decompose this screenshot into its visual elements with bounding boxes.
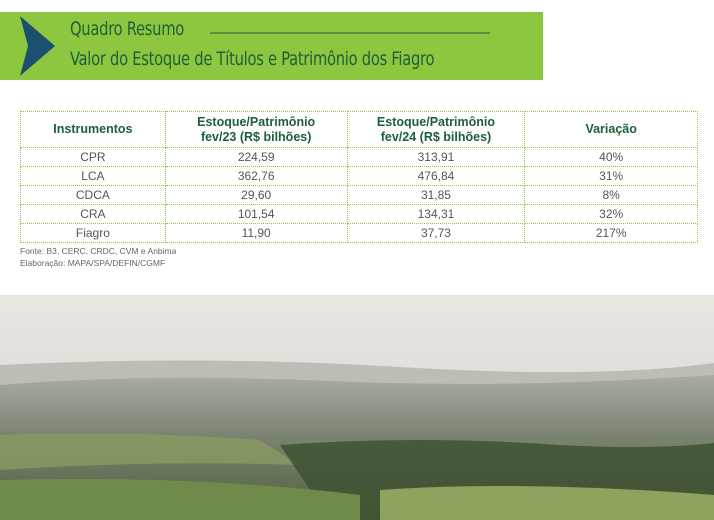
banner: Quadro Resumo Valor do Estoque de Título… bbox=[0, 12, 543, 80]
value-cell: 8% bbox=[524, 185, 698, 205]
instrument-cell: CDCA bbox=[20, 185, 166, 205]
header-line: Estoque/Patrimônio bbox=[376, 114, 495, 129]
column-header: Instrumentos bbox=[20, 111, 166, 148]
value-cell: 134,31 bbox=[346, 204, 526, 224]
value-cell: 224,59 bbox=[164, 147, 348, 167]
column-header: Estoque/Patrimônio fev/23 (R$ bilhões) bbox=[164, 111, 348, 148]
credit-note: Elaboração: MAPA/SPA/DEFIN/CGMF bbox=[20, 258, 166, 268]
subtitle: Valor do Estoque de Títulos e Patrimônio… bbox=[70, 48, 435, 70]
value-cell: 37,73 bbox=[346, 223, 526, 243]
header-line: Estoque/Patrimônio bbox=[197, 114, 316, 129]
banner-graphics bbox=[20, 16, 490, 76]
value-cell: 11,90 bbox=[164, 223, 348, 243]
value-cell: 31,85 bbox=[346, 185, 526, 205]
title: Quadro Resumo bbox=[70, 18, 185, 40]
column-header: Variação bbox=[524, 111, 698, 148]
landscape-photo bbox=[0, 295, 714, 520]
header-line: fev/23 (R$ bilhões) bbox=[200, 129, 312, 144]
value-cell: 101,54 bbox=[164, 204, 348, 224]
value-cell: 29,60 bbox=[164, 185, 348, 205]
header-row: Instrumentos Estoque/Patrimônio fev/23 (R$… bbox=[20, 111, 698, 148]
header-line: Instrumentos bbox=[53, 122, 133, 136]
value-cell: 362,76 bbox=[164, 166, 348, 186]
chevron bbox=[20, 16, 55, 76]
instrument-cell: Fiagro bbox=[20, 223, 166, 243]
table-body: CPR 224,59 313,91 40% LCA 362,76 476,84 31% CDCA… bbox=[20, 147, 698, 243]
table-row: CRA 101,54 134,31 32% bbox=[20, 204, 698, 224]
header-line: fev/24 (R$ bilhões) bbox=[380, 129, 492, 144]
table-row: CPR 224,59 313,91 40% bbox=[20, 147, 698, 167]
value-cell: 31% bbox=[524, 166, 698, 186]
value-cell: 217% bbox=[524, 223, 698, 243]
value-cell: 313,91 bbox=[346, 147, 526, 167]
table-row: Fiagro 11,90 37,73 217% bbox=[20, 223, 698, 243]
table-row: LCA 362,76 476,84 31% bbox=[20, 166, 698, 186]
header-line: Variação bbox=[585, 122, 637, 136]
value-cell: 32% bbox=[524, 204, 698, 224]
column-header: Estoque/Patrimônio fev/24 (R$ bilhões) bbox=[346, 111, 526, 148]
summary-table: Instrumentos Estoque/Patrimônio fev/23 (R$… bbox=[20, 111, 698, 243]
table-row: CDCA 29,60 31,85 8% bbox=[20, 185, 698, 205]
instrument-cell: LCA bbox=[20, 166, 166, 186]
value-cell: 40% bbox=[524, 147, 698, 167]
instrument-cell: CPR bbox=[20, 147, 166, 167]
value-cell: 476,84 bbox=[346, 166, 526, 186]
instrument-cell: CRA bbox=[20, 204, 166, 224]
source-note: Fonte: B3, CERC, CRDC, CVM e Anbima bbox=[20, 246, 177, 256]
